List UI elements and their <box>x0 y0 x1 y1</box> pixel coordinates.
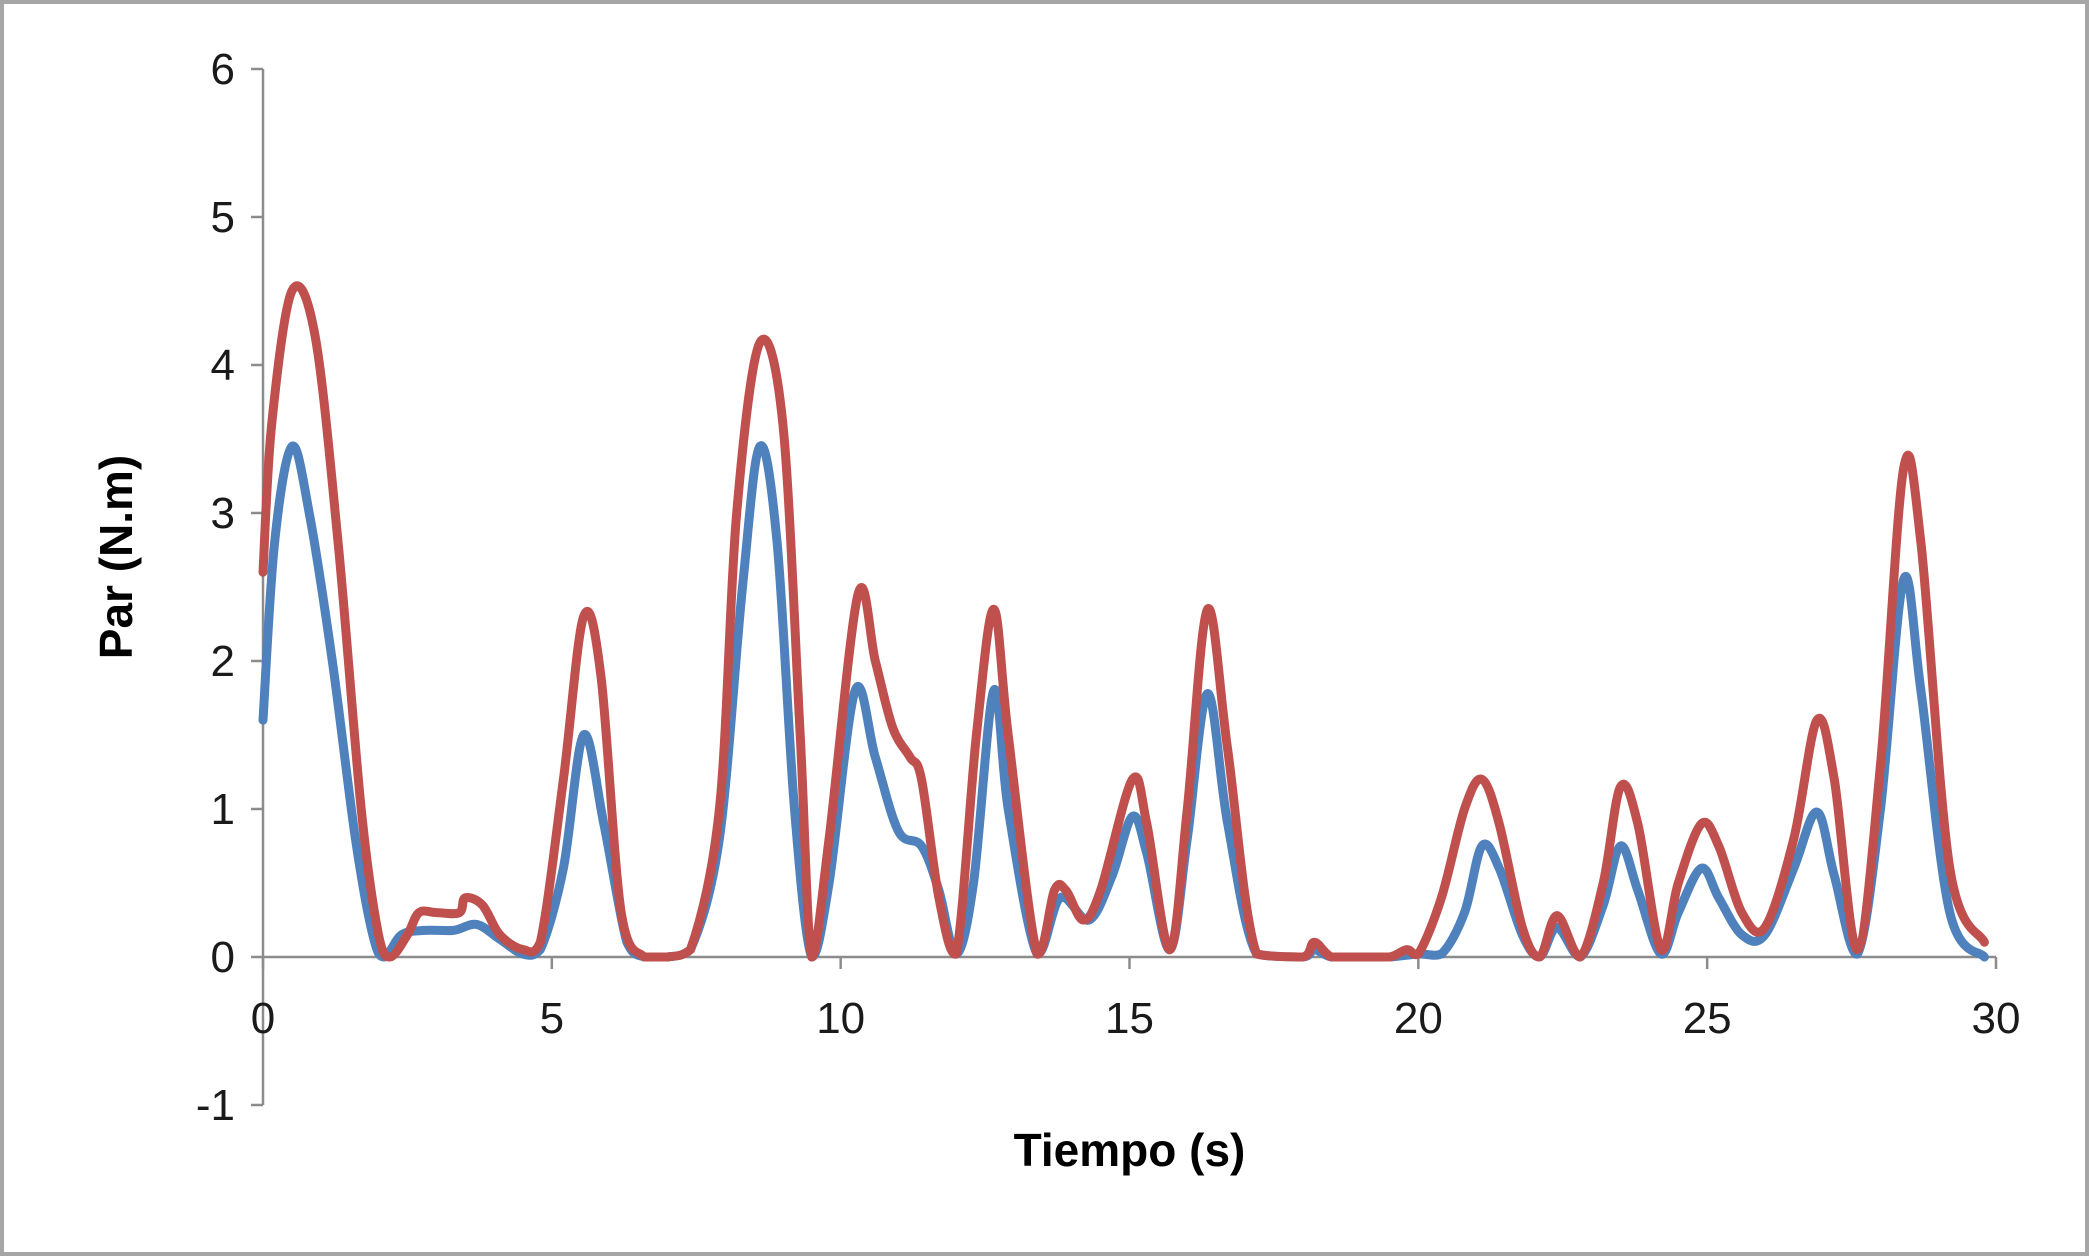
line-chart: -1 0 1 2 3 4 5 6 0 5 10 15 20 25 30 Tiempo (s) Par (N.… <box>90 45 2021 1176</box>
x-tick-label: 20 <box>1394 994 1443 1043</box>
x-tick-label: 10 <box>816 994 865 1043</box>
y-tick-label: 5 <box>211 193 235 242</box>
x-axis-title: Tiempo (s) <box>1014 1124 1246 1176</box>
y-tick-label: 6 <box>211 45 235 94</box>
y-tick-label: 2 <box>211 637 235 686</box>
x-tick-label: 25 <box>1683 994 1732 1043</box>
x-tick-label: 0 <box>251 994 275 1043</box>
y-tick-label: 3 <box>211 489 235 538</box>
y-axis-title: Par (N.m) <box>90 455 142 659</box>
y-tick-label: 0 <box>211 933 235 982</box>
x-tick-label: 30 <box>1972 994 2021 1043</box>
x-tick-label: 15 <box>1105 994 1154 1043</box>
ticks: -1 0 1 2 3 4 5 6 0 5 10 15 20 25 30 <box>196 45 2021 1130</box>
y-tick-label: 1 <box>211 785 235 834</box>
series <box>258 281 1989 962</box>
series-line-2 <box>258 281 1989 962</box>
y-tick-label: -1 <box>196 1081 235 1130</box>
y-tick-label: 4 <box>211 341 235 390</box>
x-tick-label: 5 <box>540 994 564 1043</box>
